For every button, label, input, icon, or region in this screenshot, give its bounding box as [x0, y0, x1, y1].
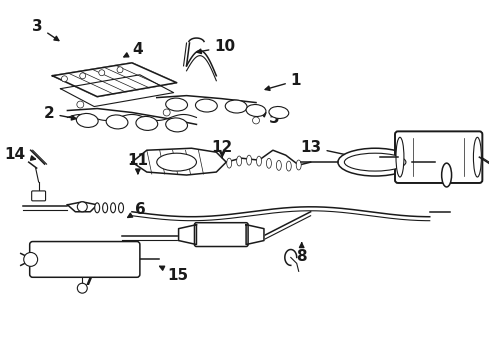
- Text: 1: 1: [265, 73, 301, 90]
- Text: 8: 8: [296, 243, 307, 264]
- Circle shape: [80, 73, 86, 79]
- FancyBboxPatch shape: [30, 242, 140, 277]
- FancyBboxPatch shape: [395, 131, 482, 183]
- Ellipse shape: [227, 158, 232, 168]
- Text: 15: 15: [160, 266, 189, 283]
- Ellipse shape: [257, 156, 262, 166]
- Ellipse shape: [166, 118, 188, 132]
- Text: 4: 4: [124, 42, 143, 58]
- Text: 9: 9: [447, 140, 463, 155]
- Text: 10: 10: [197, 40, 236, 54]
- Ellipse shape: [473, 137, 481, 177]
- Circle shape: [117, 67, 123, 73]
- Text: 7: 7: [84, 267, 95, 288]
- Polygon shape: [60, 75, 173, 107]
- Ellipse shape: [344, 153, 406, 171]
- Circle shape: [77, 101, 84, 108]
- Ellipse shape: [269, 107, 289, 118]
- Ellipse shape: [119, 203, 123, 213]
- Circle shape: [77, 202, 87, 212]
- Ellipse shape: [286, 161, 291, 171]
- Ellipse shape: [296, 160, 301, 170]
- Ellipse shape: [225, 100, 247, 113]
- Circle shape: [252, 117, 260, 124]
- Ellipse shape: [267, 158, 271, 168]
- Polygon shape: [68, 202, 97, 212]
- Ellipse shape: [95, 203, 99, 213]
- Circle shape: [77, 283, 87, 293]
- Ellipse shape: [136, 116, 158, 130]
- Text: 13: 13: [300, 140, 358, 158]
- FancyBboxPatch shape: [32, 191, 46, 201]
- Ellipse shape: [237, 156, 242, 166]
- Ellipse shape: [111, 203, 116, 213]
- Ellipse shape: [166, 98, 188, 111]
- Text: 5: 5: [261, 111, 280, 126]
- Polygon shape: [178, 225, 196, 244]
- Text: 11: 11: [127, 153, 148, 174]
- Circle shape: [61, 76, 68, 82]
- Ellipse shape: [157, 153, 196, 171]
- Text: 14: 14: [4, 147, 35, 162]
- Text: 12: 12: [212, 140, 233, 158]
- Ellipse shape: [106, 115, 128, 129]
- Ellipse shape: [276, 161, 281, 170]
- Ellipse shape: [396, 137, 404, 177]
- Ellipse shape: [246, 104, 266, 117]
- Circle shape: [163, 109, 170, 116]
- Ellipse shape: [102, 203, 108, 213]
- Text: 2: 2: [44, 106, 76, 121]
- Text: 3: 3: [32, 19, 59, 41]
- Ellipse shape: [338, 148, 413, 176]
- Ellipse shape: [76, 113, 98, 127]
- Circle shape: [24, 252, 38, 266]
- Ellipse shape: [246, 155, 251, 165]
- Polygon shape: [246, 225, 264, 244]
- Ellipse shape: [441, 163, 452, 187]
- Polygon shape: [132, 148, 226, 175]
- Ellipse shape: [196, 99, 217, 112]
- Polygon shape: [52, 63, 176, 96]
- Text: 6: 6: [128, 202, 146, 217]
- Circle shape: [99, 70, 105, 76]
- FancyBboxPatch shape: [195, 223, 248, 247]
